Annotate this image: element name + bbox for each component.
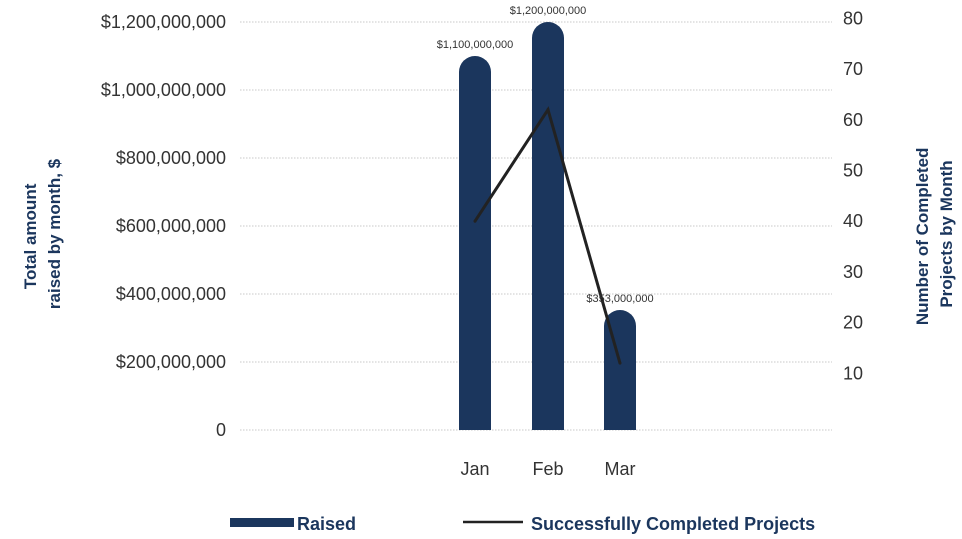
- left-axis-title-line-2: raised by month, $: [45, 158, 64, 309]
- legend-label-projects: Successfully Completed Projects: [531, 514, 815, 534]
- bar-data-label: $1,200,000,000: [510, 5, 586, 17]
- left-axis-ticks: 0 $200,000,000 $400,000,000 $600,000,000 $80…: [101, 12, 226, 440]
- left-axis-tick-label: $1,000,000,000: [101, 80, 226, 100]
- line-series: [473, 106, 622, 365]
- legend-label-raised: Raised: [297, 514, 356, 534]
- legend: Raised Successfully Completed Projects: [230, 514, 815, 534]
- category-axis: Jan Feb Mar: [460, 459, 635, 479]
- left-axis-title-line-1: Total amount: [21, 183, 40, 289]
- line-point: [546, 108, 550, 112]
- line-point: [618, 361, 622, 365]
- category-label: Jan: [460, 459, 489, 479]
- legend-bar-swatch: [230, 518, 294, 527]
- left-axis-tick-label: $200,000,000: [116, 352, 226, 372]
- bar: [532, 22, 564, 430]
- bar-data-label: $353,000,000: [586, 293, 653, 305]
- left-axis-tick-label: $800,000,000: [116, 148, 226, 168]
- left-axis-tick-label: $600,000,000: [116, 216, 226, 236]
- category-label: Feb: [532, 459, 563, 479]
- right-axis-tick-label: 50: [843, 161, 863, 181]
- category-label: Mar: [605, 459, 636, 479]
- right-axis-tick-label: 10: [843, 363, 863, 383]
- left-axis-title: Total amount raised by month, $: [21, 158, 64, 309]
- right-axis-title-line-2: Projects by Month: [937, 160, 956, 307]
- gridlines: [240, 21, 832, 431]
- line-point: [473, 219, 477, 223]
- bar-data-label: $1,100,000,000: [437, 39, 513, 51]
- right-axis-tick-label: 60: [843, 110, 863, 130]
- right-axis-tick-label: 80: [843, 8, 863, 28]
- left-axis-tick-label: $400,000,000: [116, 284, 226, 304]
- right-axis-tick-label: 40: [843, 211, 863, 231]
- right-axis-title-line-1: Number of Completed: [913, 148, 932, 326]
- right-axis-ticks: 10 20 30 40 50 60 70 80: [843, 8, 863, 383]
- right-axis-tick-label: 70: [843, 59, 863, 79]
- right-axis-tick-label: 30: [843, 262, 863, 282]
- data-labels: $1,100,000,000 $1,200,000,000 $353,000,000: [437, 5, 654, 305]
- left-axis-tick-label: $1,200,000,000: [101, 12, 226, 32]
- left-axis-tick-label: 0: [216, 420, 226, 440]
- bar: [459, 56, 491, 430]
- right-axis-title: Number of Completed Projects by Month: [913, 143, 956, 325]
- right-axis-tick-label: 20: [843, 313, 863, 333]
